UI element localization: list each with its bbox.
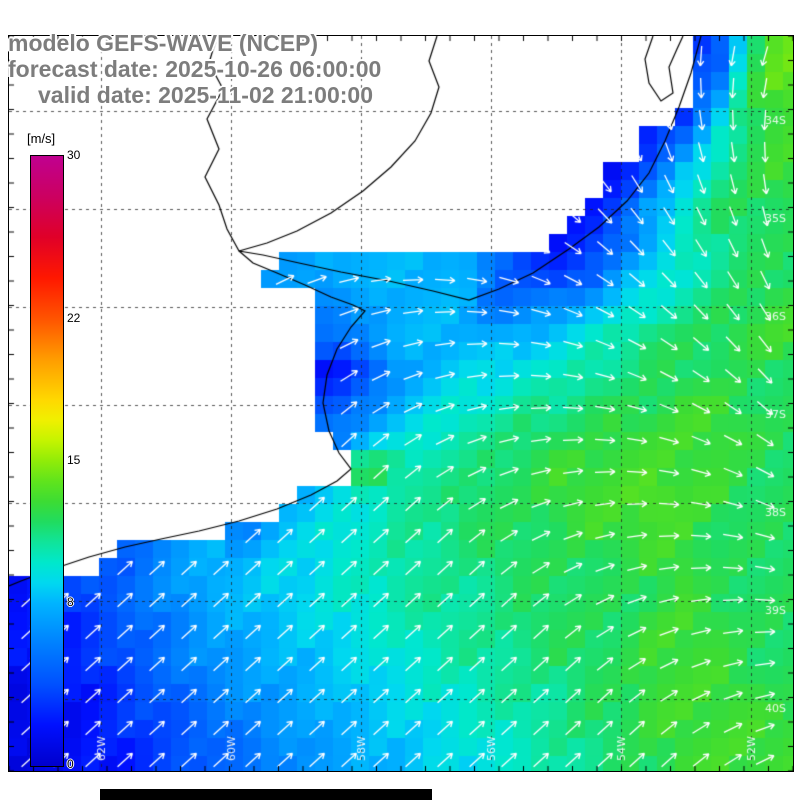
colorbar-tick-15: 15 (67, 453, 81, 467)
valid-date-label: valid date: 2025-11-02 21:00:00 (38, 82, 373, 108)
colorbar-tick-0: 0 (67, 757, 74, 771)
colorbar (30, 155, 64, 767)
bottom-black-bar (100, 789, 432, 800)
chart-header: modelo GEFS-WAVE (NCEP) forecast date: 2… (8, 30, 381, 108)
colorbar-tick-30: 30 (67, 148, 81, 162)
model-title: modelo GEFS-WAVE (NCEP) (8, 30, 319, 56)
colorbar-tick-22: 22 (67, 311, 81, 325)
map-canvas (9, 36, 793, 771)
map-frame (8, 35, 794, 772)
colorbar-tick-8: 8 (67, 595, 74, 609)
colorbar-unit-label: [m/s] (27, 131, 56, 146)
forecast-date-label: forecast date: 2025-10-26 06:00:00 (8, 56, 382, 82)
